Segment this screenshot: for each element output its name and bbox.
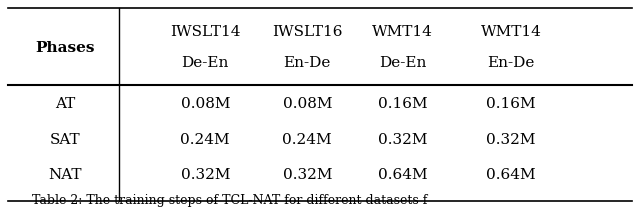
Text: SAT: SAT xyxy=(50,133,81,147)
Text: 0.08M: 0.08M xyxy=(282,98,332,111)
Text: 0.64M: 0.64M xyxy=(486,168,536,182)
Text: WMT14: WMT14 xyxy=(372,25,433,39)
Text: Phases: Phases xyxy=(35,41,95,55)
Text: WMT14: WMT14 xyxy=(481,25,541,39)
Text: 0.24M: 0.24M xyxy=(282,133,332,147)
Text: En-De: En-De xyxy=(488,56,535,70)
Text: IWSLT14: IWSLT14 xyxy=(170,25,241,39)
Text: 0.08M: 0.08M xyxy=(180,98,230,111)
Text: IWSLT16: IWSLT16 xyxy=(272,25,342,39)
Text: 0.32M: 0.32M xyxy=(486,133,536,147)
Text: Table 2: The training steps of TCL-NAT for different datasets f: Table 2: The training steps of TCL-NAT f… xyxy=(32,194,428,207)
Text: 0.64M: 0.64M xyxy=(378,168,428,182)
Text: De-En: De-En xyxy=(379,56,426,70)
Text: De-En: De-En xyxy=(182,56,229,70)
Text: AT: AT xyxy=(55,98,76,111)
Text: 0.32M: 0.32M xyxy=(282,168,332,182)
Text: En-De: En-De xyxy=(284,56,331,70)
Text: 0.16M: 0.16M xyxy=(486,98,536,111)
Text: NAT: NAT xyxy=(49,168,82,182)
Text: 0.32M: 0.32M xyxy=(378,133,428,147)
Text: 0.32M: 0.32M xyxy=(180,168,230,182)
Text: 0.16M: 0.16M xyxy=(378,98,428,111)
Text: 0.24M: 0.24M xyxy=(180,133,230,147)
